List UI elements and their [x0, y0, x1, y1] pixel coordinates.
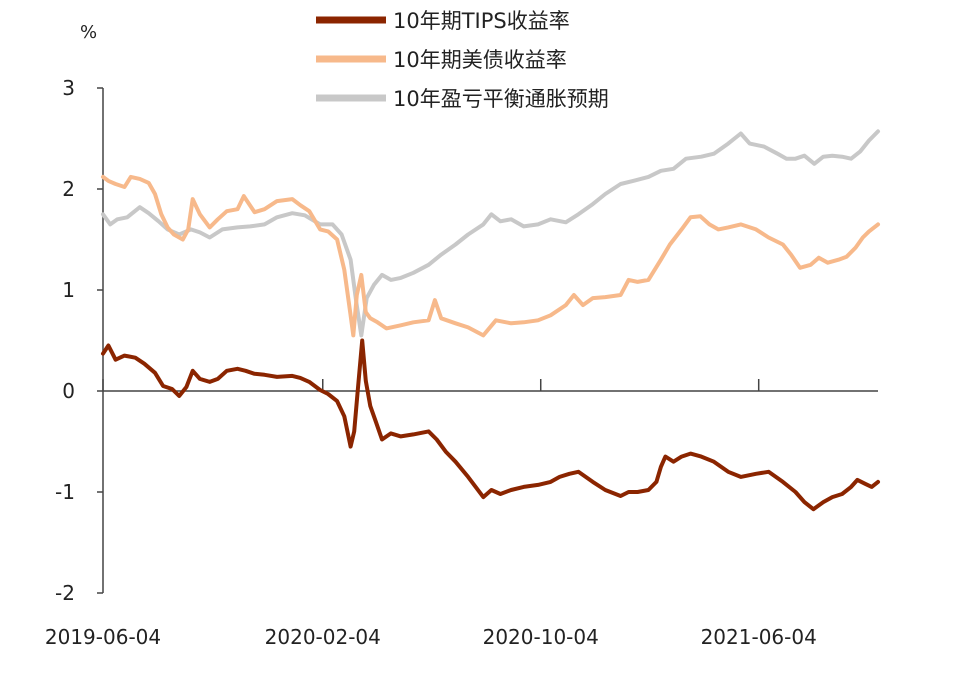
y-tick-label: -2 — [55, 581, 75, 605]
y-tick-label: -1 — [55, 480, 75, 504]
y-ticks: 3 2 1 0 -1 -2 — [55, 76, 103, 605]
y-tick-label: 3 — [62, 76, 75, 100]
x-ticks: 2019-06-04 2020-02-04 2020-10-04 2021-06-04 — [45, 379, 817, 649]
y-tick-label: 0 — [62, 379, 75, 403]
legend-label: 10年期TIPS收益率 — [393, 9, 570, 33]
series-line-2 — [101, 129, 880, 338]
legend-item: 10年盈亏平衡通胀预期 — [316, 87, 609, 111]
y-unit-label: % — [80, 22, 97, 43]
legend-item: 10年期TIPS收益率 — [316, 9, 570, 33]
legend: 10年期TIPS收益率 10年期美债收益率 10年盈亏平衡通胀预期 — [316, 9, 609, 111]
legend-item: 10年期美债收益率 — [316, 48, 567, 72]
legend-label: 10年期美债收益率 — [393, 48, 567, 72]
x-tick-label: 2021-06-04 — [701, 625, 817, 649]
series-line-1 — [101, 174, 880, 338]
x-tick-label: 2020-02-04 — [265, 625, 381, 649]
series-line-0 — [101, 338, 880, 512]
series-lines — [101, 129, 880, 512]
x-tick-label: 2019-06-04 — [45, 625, 161, 649]
x-tick-label: 2020-10-04 — [483, 625, 599, 649]
y-tick-label: 2 — [62, 177, 75, 201]
legend-label: 10年盈亏平衡通胀预期 — [393, 87, 609, 111]
y-tick-label: 1 — [62, 278, 75, 302]
